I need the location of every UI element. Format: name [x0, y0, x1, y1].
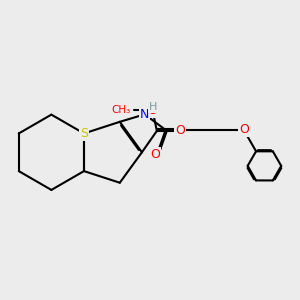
Text: S: S — [80, 127, 88, 140]
Text: O: O — [175, 124, 185, 137]
Text: N: N — [140, 108, 149, 121]
Text: H: H — [149, 102, 157, 112]
Text: O: O — [148, 103, 158, 117]
Text: O: O — [239, 124, 249, 136]
Text: O: O — [151, 148, 160, 161]
Text: CH₃: CH₃ — [112, 105, 131, 115]
